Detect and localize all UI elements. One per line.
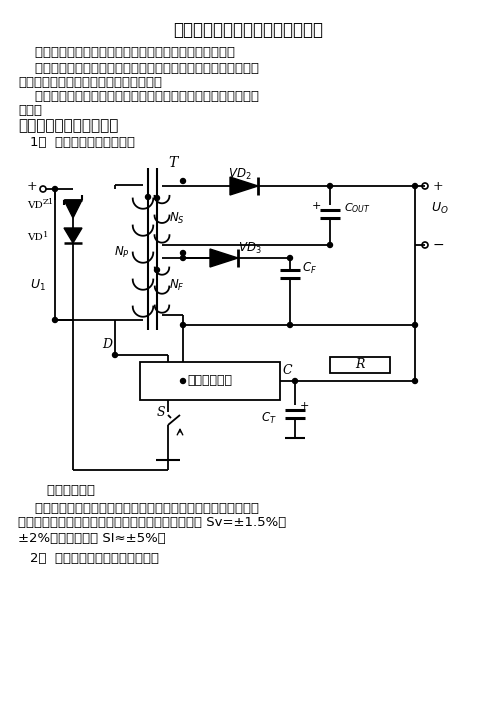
- Text: T: T: [168, 156, 178, 170]
- Circle shape: [413, 183, 418, 189]
- Text: 1、  基本反馈电路：如下图: 1、 基本反馈电路：如下图: [30, 136, 135, 150]
- Text: R: R: [355, 359, 365, 371]
- Text: $C_T$: $C_T$: [261, 411, 277, 425]
- Text: C: C: [282, 364, 292, 376]
- Text: +: +: [27, 180, 37, 192]
- Text: −: −: [433, 238, 444, 252]
- Text: $N_P$: $N_P$: [114, 244, 130, 260]
- Text: ±2%，负载调整率 SI≈±5%。: ±2%，负载调整率 SI≈±5%。: [18, 531, 166, 545]
- Circle shape: [53, 187, 58, 192]
- Text: 开关电源的四种基本反馈电路类型: 开关电源的四种基本反馈电路类型: [173, 21, 323, 39]
- Text: 开关电源是闭环控制电路，所以输出【反馈】必不可少。: 开关电源是闭环控制电路，所以输出【反馈】必不可少。: [18, 46, 235, 58]
- Circle shape: [413, 378, 418, 383]
- Polygon shape: [64, 228, 82, 243]
- Circle shape: [288, 256, 293, 260]
- Circle shape: [293, 378, 298, 383]
- Text: $C_F$: $C_F$: [302, 260, 317, 276]
- Text: +: +: [311, 201, 321, 211]
- Polygon shape: [210, 249, 238, 267]
- Text: D: D: [102, 338, 112, 352]
- Text: 常用的四种基本反馈类型: 常用的四种基本反馈类型: [18, 119, 119, 133]
- Text: 济型的开关电源。缺点是稳压性能较差，电压调整率 Sv=±1.5%～: 济型的开关电源。缺点是稳压性能较差，电压调整率 Sv=±1.5%～: [18, 517, 286, 529]
- Text: +: +: [300, 401, 310, 411]
- Text: 这种反馈电路的优点是电路简单、成本低廉，适用于小型化、经: 这种反馈电路的优点是电路简单、成本低廉，适用于小型化、经: [18, 501, 259, 515]
- Text: 开关控制电路: 开关控制电路: [187, 374, 233, 388]
- Text: $C_{OUT}$: $C_{OUT}$: [344, 201, 371, 215]
- Bar: [140, 362, 280, 400]
- Text: $U_O$: $U_O$: [431, 201, 449, 216]
- Circle shape: [327, 242, 332, 248]
- Text: $VD_2$: $VD_2$: [228, 166, 252, 182]
- Text: 2、  改进型基本反馈电路：如下图: 2、 改进型基本反馈电路：如下图: [30, 552, 159, 564]
- Circle shape: [288, 322, 293, 328]
- Text: 类型。: 类型。: [18, 105, 42, 117]
- Text: +: +: [433, 180, 443, 192]
- Bar: [330, 357, 390, 373]
- Text: 这个反馈是指将输出电压通过某种形式，反馈给控制电路中的误: 这个反馈是指将输出电压通过某种形式，反馈给控制电路中的误: [18, 62, 259, 74]
- Polygon shape: [64, 200, 82, 218]
- Text: S: S: [156, 406, 165, 418]
- Text: 1: 1: [43, 231, 49, 239]
- Circle shape: [181, 251, 186, 256]
- Text: Z1: Z1: [43, 198, 54, 206]
- Circle shape: [145, 194, 150, 199]
- Text: 开关控制电路的形式，可以有千万种，但反馈电路只有四种基本: 开关控制电路的形式，可以有千万种，但反馈电路只有四种基本: [18, 91, 259, 103]
- Text: $N_S$: $N_S$: [169, 211, 185, 225]
- Circle shape: [181, 178, 186, 183]
- Circle shape: [181, 378, 186, 383]
- Text: VD: VD: [27, 234, 43, 242]
- Circle shape: [154, 267, 160, 272]
- Polygon shape: [230, 177, 258, 195]
- Circle shape: [327, 183, 332, 189]
- Circle shape: [53, 317, 58, 322]
- Text: VD: VD: [27, 201, 43, 209]
- Text: 基本反馈电路: 基本反馈电路: [30, 484, 95, 496]
- Text: $N_F$: $N_F$: [169, 277, 185, 293]
- Text: 差放大器输入端，与基准电压进行比较。: 差放大器输入端，与基准电压进行比较。: [18, 76, 162, 88]
- Circle shape: [181, 322, 186, 328]
- Circle shape: [154, 195, 160, 201]
- Circle shape: [181, 256, 186, 260]
- Circle shape: [113, 352, 118, 357]
- Circle shape: [413, 322, 418, 328]
- Text: $VD_3$: $VD_3$: [238, 241, 261, 256]
- Text: $U_1$: $U_1$: [30, 277, 46, 293]
